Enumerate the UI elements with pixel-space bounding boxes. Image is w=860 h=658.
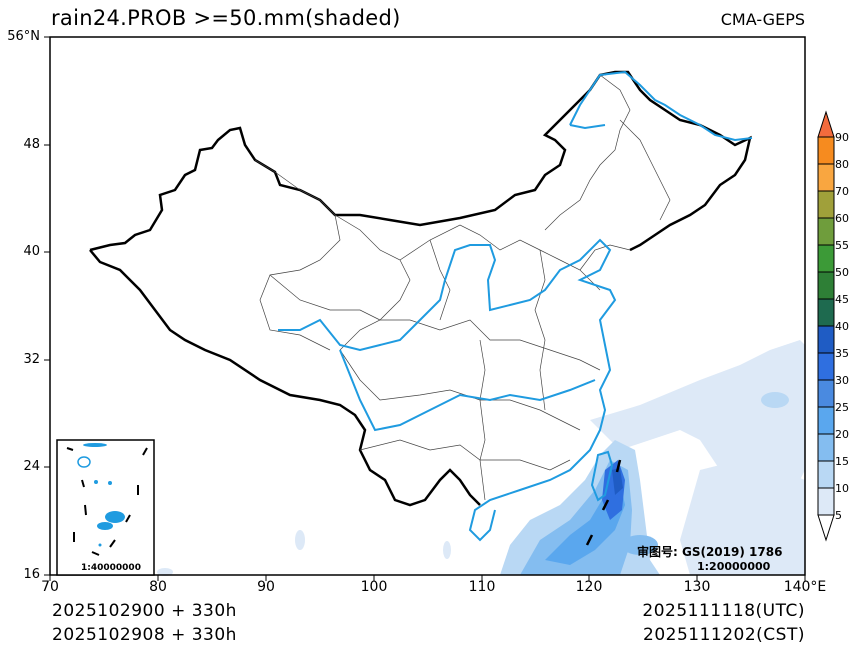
init-time-utc: 2025102900 + 330h	[52, 601, 237, 621]
lon-tick-120: 120	[575, 579, 603, 595]
lat-tick-24: 24	[23, 459, 40, 474]
cb-label: 5	[835, 509, 842, 522]
lon-tick-70: 70	[41, 579, 59, 595]
lat-tick-40: 40	[23, 244, 40, 259]
rivers-coast	[278, 70, 753, 542]
init-time-cst: 2025102908 + 330h	[52, 625, 237, 645]
cb-label: 50	[835, 266, 849, 279]
chart-title: rain24.PROB >=50.mm(shaded)	[51, 6, 401, 30]
lon-tick-140: 140°E	[783, 579, 827, 595]
inset-islands	[77, 443, 125, 547]
valid-time-cst: 2025111202(CST)	[643, 625, 805, 645]
provincial-borders	[254, 74, 671, 501]
cb-label: 45	[835, 293, 849, 306]
lat-tick-16: 16	[23, 567, 40, 582]
cb-label: 60	[835, 212, 849, 225]
valid-time-utc: 2025111118(UTC)	[642, 601, 805, 621]
inset-dashes	[66, 447, 148, 556]
precip-shading	[157, 340, 805, 576]
cb-label: 30	[835, 374, 849, 387]
cb-label: 10	[835, 482, 849, 495]
lat-tick-32: 32	[23, 352, 40, 367]
cb-label: 35	[835, 347, 849, 360]
cb-label: 15	[835, 455, 849, 468]
cb-label: 55	[835, 239, 849, 252]
national-border	[89, 70, 752, 252]
lon-tick-90: 90	[257, 579, 275, 595]
main-scale: 1:20000000	[697, 560, 771, 573]
approval-number: 审图号: GS(2019) 1786	[637, 545, 783, 559]
cb-label: 80	[835, 158, 849, 171]
inset-scale: 1:40000000	[81, 563, 141, 573]
lat-tick-56: 56°N	[7, 29, 40, 44]
cb-label: 70	[835, 185, 849, 198]
southwest-border	[89, 249, 481, 507]
lon-tick-130: 130	[683, 579, 711, 595]
model-name: CMA-GEPS	[720, 10, 805, 29]
cb-label: 20	[835, 428, 849, 441]
cb-label: 25	[835, 401, 849, 414]
lon-tick-100: 100	[360, 579, 388, 595]
plot-frame	[49, 36, 806, 576]
cb-label: 90	[835, 131, 849, 144]
south-china-sea-inset	[56, 439, 155, 576]
cb-label: 40	[835, 320, 849, 333]
lon-tick-110: 110	[468, 579, 496, 595]
lon-tick-80: 80	[149, 579, 167, 595]
lat-tick-48: 48	[23, 137, 40, 152]
